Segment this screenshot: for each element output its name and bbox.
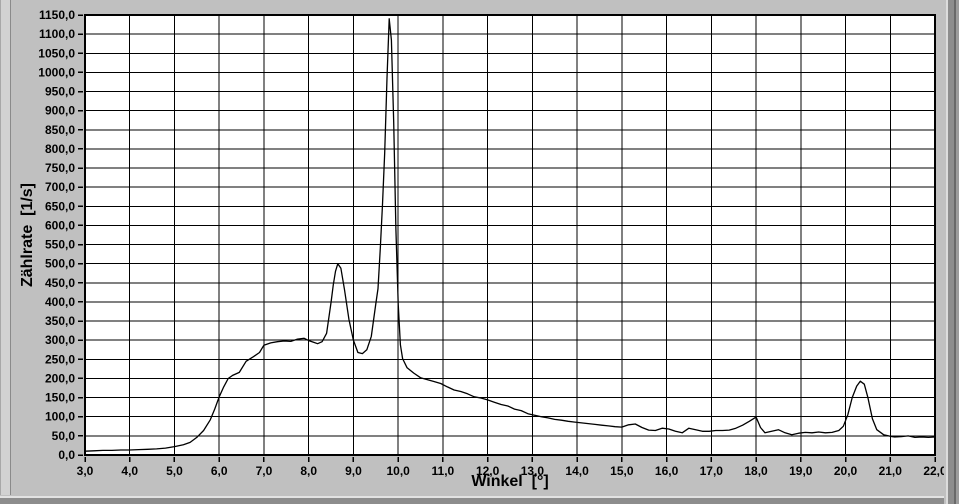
svg-text:1000,0: 1000,0 <box>38 65 75 79</box>
plot-area <box>85 15 935 455</box>
svg-text:500,0: 500,0 <box>45 257 75 271</box>
svg-text:700,0: 700,0 <box>45 180 75 194</box>
svg-text:8,0: 8,0 <box>300 464 317 478</box>
panel-left-bevel <box>0 0 11 504</box>
svg-text:17,0: 17,0 <box>700 464 724 478</box>
svg-text:12,0: 12,0 <box>476 464 500 478</box>
svg-text:850,0: 850,0 <box>45 123 75 137</box>
data-curve <box>84 18 936 452</box>
svg-text:300,0: 300,0 <box>45 333 75 347</box>
svg-text:7,0: 7,0 <box>256 464 273 478</box>
svg-text:14,0: 14,0 <box>565 464 589 478</box>
svg-text:9,0: 9,0 <box>345 464 362 478</box>
svg-text:900,0: 900,0 <box>45 104 75 118</box>
svg-text:16,0: 16,0 <box>655 464 679 478</box>
svg-text:18,0: 18,0 <box>744 464 768 478</box>
svg-text:15,0: 15,0 <box>610 464 634 478</box>
svg-text:250,0: 250,0 <box>45 352 75 366</box>
plot-border <box>84 14 936 456</box>
panel-bottom-bevel <box>0 495 944 504</box>
svg-text:4,0: 4,0 <box>121 464 138 478</box>
svg-text:1100,0: 1100,0 <box>39 27 75 41</box>
svg-text:350,0: 350,0 <box>45 314 75 328</box>
svg-text:19,0: 19,0 <box>789 464 813 478</box>
svg-text:800,0: 800,0 <box>45 142 75 156</box>
svg-text:5,0: 5,0 <box>166 464 183 478</box>
x-axis-title: Winkel [°] <box>471 473 549 490</box>
y-axis-title: Zählrate [1/s] <box>19 182 36 288</box>
svg-text:21,0: 21,0 <box>879 464 903 478</box>
svg-text:11,0: 11,0 <box>432 464 455 478</box>
svg-text:950,0: 950,0 <box>45 85 75 99</box>
svg-text:550,0: 550,0 <box>45 238 75 252</box>
svg-text:650,0: 650,0 <box>45 199 75 213</box>
svg-text:22,0: 22,0 <box>923 464 947 478</box>
svg-text:100,0: 100,0 <box>45 410 75 424</box>
svg-text:150,0: 150,0 <box>45 391 75 405</box>
svg-text:13,0: 13,0 <box>521 464 545 478</box>
svg-text:3,0: 3,0 <box>77 464 94 478</box>
svg-text:10,0: 10,0 <box>386 464 410 478</box>
svg-text:200,0: 200,0 <box>45 371 75 385</box>
svg-text:450,0: 450,0 <box>45 276 75 290</box>
svg-text:400,0: 400,0 <box>45 295 75 309</box>
svg-text:1050,0: 1050,0 <box>38 46 75 60</box>
svg-text:20,0: 20,0 <box>834 464 858 478</box>
panel-right-bevel <box>944 0 959 504</box>
axis-ticks <box>78 14 936 462</box>
svg-text:0,0: 0,0 <box>58 448 75 462</box>
svg-text:50,0: 50,0 <box>52 429 76 443</box>
svg-text:600,0: 600,0 <box>45 218 75 232</box>
svg-text:750,0: 750,0 <box>45 161 75 175</box>
svg-text:6,0: 6,0 <box>211 464 228 478</box>
svg-text:1150,0: 1150,0 <box>39 8 75 22</box>
grid-lines <box>84 14 936 456</box>
axis-tick-labels: 3,0 4,0 5,0 6,0 7,0 8,0 9,0 10,0 11,0 12,0 13,0 14,… <box>38 8 947 478</box>
